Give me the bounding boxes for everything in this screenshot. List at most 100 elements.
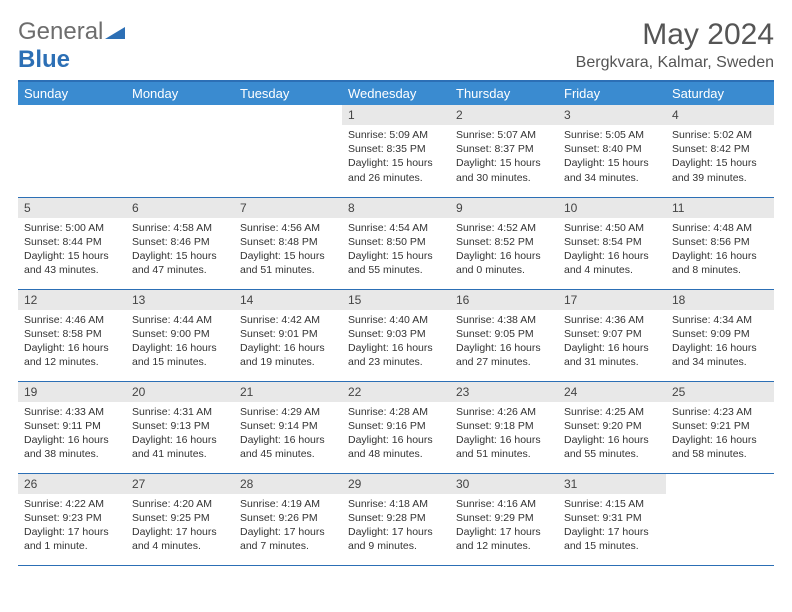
day-body: Sunrise: 4:15 AMSunset: 9:31 PMDaylight:… (558, 494, 666, 558)
sunrise-text: Sunrise: 4:23 AM (672, 405, 768, 419)
daylight-text: Daylight: 16 hours and 27 minutes. (456, 341, 552, 369)
sunset-text: Sunset: 9:29 PM (456, 511, 552, 525)
day-header: Sunday (18, 81, 126, 105)
sunrise-text: Sunrise: 4:42 AM (240, 313, 336, 327)
day-number: 14 (234, 290, 342, 310)
month-title: May 2024 (576, 18, 774, 52)
day-body: Sunrise: 4:38 AMSunset: 9:05 PMDaylight:… (450, 310, 558, 374)
sunrise-text: Sunrise: 4:48 AM (672, 221, 768, 235)
sunset-text: Sunset: 8:35 PM (348, 142, 444, 156)
calendar-day: 19Sunrise: 4:33 AMSunset: 9:11 PMDayligh… (18, 381, 126, 473)
sunset-text: Sunset: 9:31 PM (564, 511, 660, 525)
daylight-text: Daylight: 15 hours and 26 minutes. (348, 156, 444, 184)
daylight-text: Daylight: 16 hours and 55 minutes. (564, 433, 660, 461)
sunrise-text: Sunrise: 4:36 AM (564, 313, 660, 327)
calendar-day-empty (126, 105, 234, 197)
calendar-week: 1Sunrise: 5:09 AMSunset: 8:35 PMDaylight… (18, 105, 774, 197)
sunset-text: Sunset: 8:48 PM (240, 235, 336, 249)
sunset-text: Sunset: 9:05 PM (456, 327, 552, 341)
day-body: Sunrise: 4:25 AMSunset: 9:20 PMDaylight:… (558, 402, 666, 466)
sunrise-text: Sunrise: 4:50 AM (564, 221, 660, 235)
day-body: Sunrise: 4:46 AMSunset: 8:58 PMDaylight:… (18, 310, 126, 374)
day-body: Sunrise: 4:26 AMSunset: 9:18 PMDaylight:… (450, 402, 558, 466)
day-body: Sunrise: 4:34 AMSunset: 9:09 PMDaylight:… (666, 310, 774, 374)
sunrise-text: Sunrise: 4:26 AM (456, 405, 552, 419)
sunset-text: Sunset: 9:01 PM (240, 327, 336, 341)
day-number: 21 (234, 382, 342, 402)
daylight-text: Daylight: 15 hours and 51 minutes. (240, 249, 336, 277)
sunset-text: Sunset: 9:16 PM (348, 419, 444, 433)
sunset-text: Sunset: 9:00 PM (132, 327, 228, 341)
daylight-text: Daylight: 16 hours and 4 minutes. (564, 249, 660, 277)
daylight-text: Daylight: 16 hours and 23 minutes. (348, 341, 444, 369)
sunset-text: Sunset: 9:14 PM (240, 419, 336, 433)
sunset-text: Sunset: 8:56 PM (672, 235, 768, 249)
calendar-day: 4Sunrise: 5:02 AMSunset: 8:42 PMDaylight… (666, 105, 774, 197)
day-body: Sunrise: 4:54 AMSunset: 8:50 PMDaylight:… (342, 218, 450, 282)
day-number: 29 (342, 474, 450, 494)
day-body: Sunrise: 5:00 AMSunset: 8:44 PMDaylight:… (18, 218, 126, 282)
calendar-day: 16Sunrise: 4:38 AMSunset: 9:05 PMDayligh… (450, 289, 558, 381)
day-header: Tuesday (234, 81, 342, 105)
day-body: Sunrise: 5:02 AMSunset: 8:42 PMDaylight:… (666, 125, 774, 189)
calendar-day: 8Sunrise: 4:54 AMSunset: 8:50 PMDaylight… (342, 197, 450, 289)
sunset-text: Sunset: 9:09 PM (672, 327, 768, 341)
title-block: May 2024 Bergkvara, Kalmar, Sweden (576, 18, 774, 72)
sunrise-text: Sunrise: 4:16 AM (456, 497, 552, 511)
calendar-day: 14Sunrise: 4:42 AMSunset: 9:01 PMDayligh… (234, 289, 342, 381)
day-number: 6 (126, 198, 234, 218)
daylight-text: Daylight: 16 hours and 31 minutes. (564, 341, 660, 369)
daylight-text: Daylight: 16 hours and 8 minutes. (672, 249, 768, 277)
daylight-text: Daylight: 16 hours and 12 minutes. (24, 341, 120, 369)
calendar-day: 17Sunrise: 4:36 AMSunset: 9:07 PMDayligh… (558, 289, 666, 381)
calendar-day: 6Sunrise: 4:58 AMSunset: 8:46 PMDaylight… (126, 197, 234, 289)
day-number: 23 (450, 382, 558, 402)
sunrise-text: Sunrise: 4:25 AM (564, 405, 660, 419)
sunset-text: Sunset: 8:58 PM (24, 327, 120, 341)
calendar-day: 20Sunrise: 4:31 AMSunset: 9:13 PMDayligh… (126, 381, 234, 473)
day-body: Sunrise: 4:20 AMSunset: 9:25 PMDaylight:… (126, 494, 234, 558)
sunset-text: Sunset: 8:44 PM (24, 235, 120, 249)
day-header: Saturday (666, 81, 774, 105)
calendar-day: 10Sunrise: 4:50 AMSunset: 8:54 PMDayligh… (558, 197, 666, 289)
day-header: Wednesday (342, 81, 450, 105)
daylight-text: Daylight: 16 hours and 38 minutes. (24, 433, 120, 461)
day-body: Sunrise: 4:16 AMSunset: 9:29 PMDaylight:… (450, 494, 558, 558)
calendar-day-empty (234, 105, 342, 197)
daylight-text: Daylight: 16 hours and 15 minutes. (132, 341, 228, 369)
day-body: Sunrise: 4:22 AMSunset: 9:23 PMDaylight:… (18, 494, 126, 558)
sunrise-text: Sunrise: 5:07 AM (456, 128, 552, 142)
sunrise-text: Sunrise: 4:29 AM (240, 405, 336, 419)
sunset-text: Sunset: 8:42 PM (672, 142, 768, 156)
sunrise-text: Sunrise: 4:40 AM (348, 313, 444, 327)
day-number: 5 (18, 198, 126, 218)
sunset-text: Sunset: 8:46 PM (132, 235, 228, 249)
calendar-day: 5Sunrise: 5:00 AMSunset: 8:44 PMDaylight… (18, 197, 126, 289)
day-number: 8 (342, 198, 450, 218)
day-number: 24 (558, 382, 666, 402)
calendar-day: 9Sunrise: 4:52 AMSunset: 8:52 PMDaylight… (450, 197, 558, 289)
sunrise-text: Sunrise: 4:18 AM (348, 497, 444, 511)
calendar-day: 12Sunrise: 4:46 AMSunset: 8:58 PMDayligh… (18, 289, 126, 381)
sunrise-text: Sunrise: 4:56 AM (240, 221, 336, 235)
calendar-day: 1Sunrise: 5:09 AMSunset: 8:35 PMDaylight… (342, 105, 450, 197)
calendar-week: 26Sunrise: 4:22 AMSunset: 9:23 PMDayligh… (18, 473, 774, 565)
day-number: 15 (342, 290, 450, 310)
location-subtitle: Bergkvara, Kalmar, Sweden (576, 54, 774, 72)
calendar-day: 2Sunrise: 5:07 AMSunset: 8:37 PMDaylight… (450, 105, 558, 197)
daylight-text: Daylight: 16 hours and 58 minutes. (672, 433, 768, 461)
daylight-text: Daylight: 15 hours and 30 minutes. (456, 156, 552, 184)
sunset-text: Sunset: 9:03 PM (348, 327, 444, 341)
sunset-text: Sunset: 9:18 PM (456, 419, 552, 433)
day-body: Sunrise: 4:33 AMSunset: 9:11 PMDaylight:… (18, 402, 126, 466)
day-header: Friday (558, 81, 666, 105)
day-body: Sunrise: 4:50 AMSunset: 8:54 PMDaylight:… (558, 218, 666, 282)
day-number: 1 (342, 105, 450, 125)
day-number: 10 (558, 198, 666, 218)
day-body: Sunrise: 4:36 AMSunset: 9:07 PMDaylight:… (558, 310, 666, 374)
day-number: 28 (234, 474, 342, 494)
calendar-day: 22Sunrise: 4:28 AMSunset: 9:16 PMDayligh… (342, 381, 450, 473)
day-number: 7 (234, 198, 342, 218)
day-number: 4 (666, 105, 774, 125)
day-body: Sunrise: 4:52 AMSunset: 8:52 PMDaylight:… (450, 218, 558, 282)
